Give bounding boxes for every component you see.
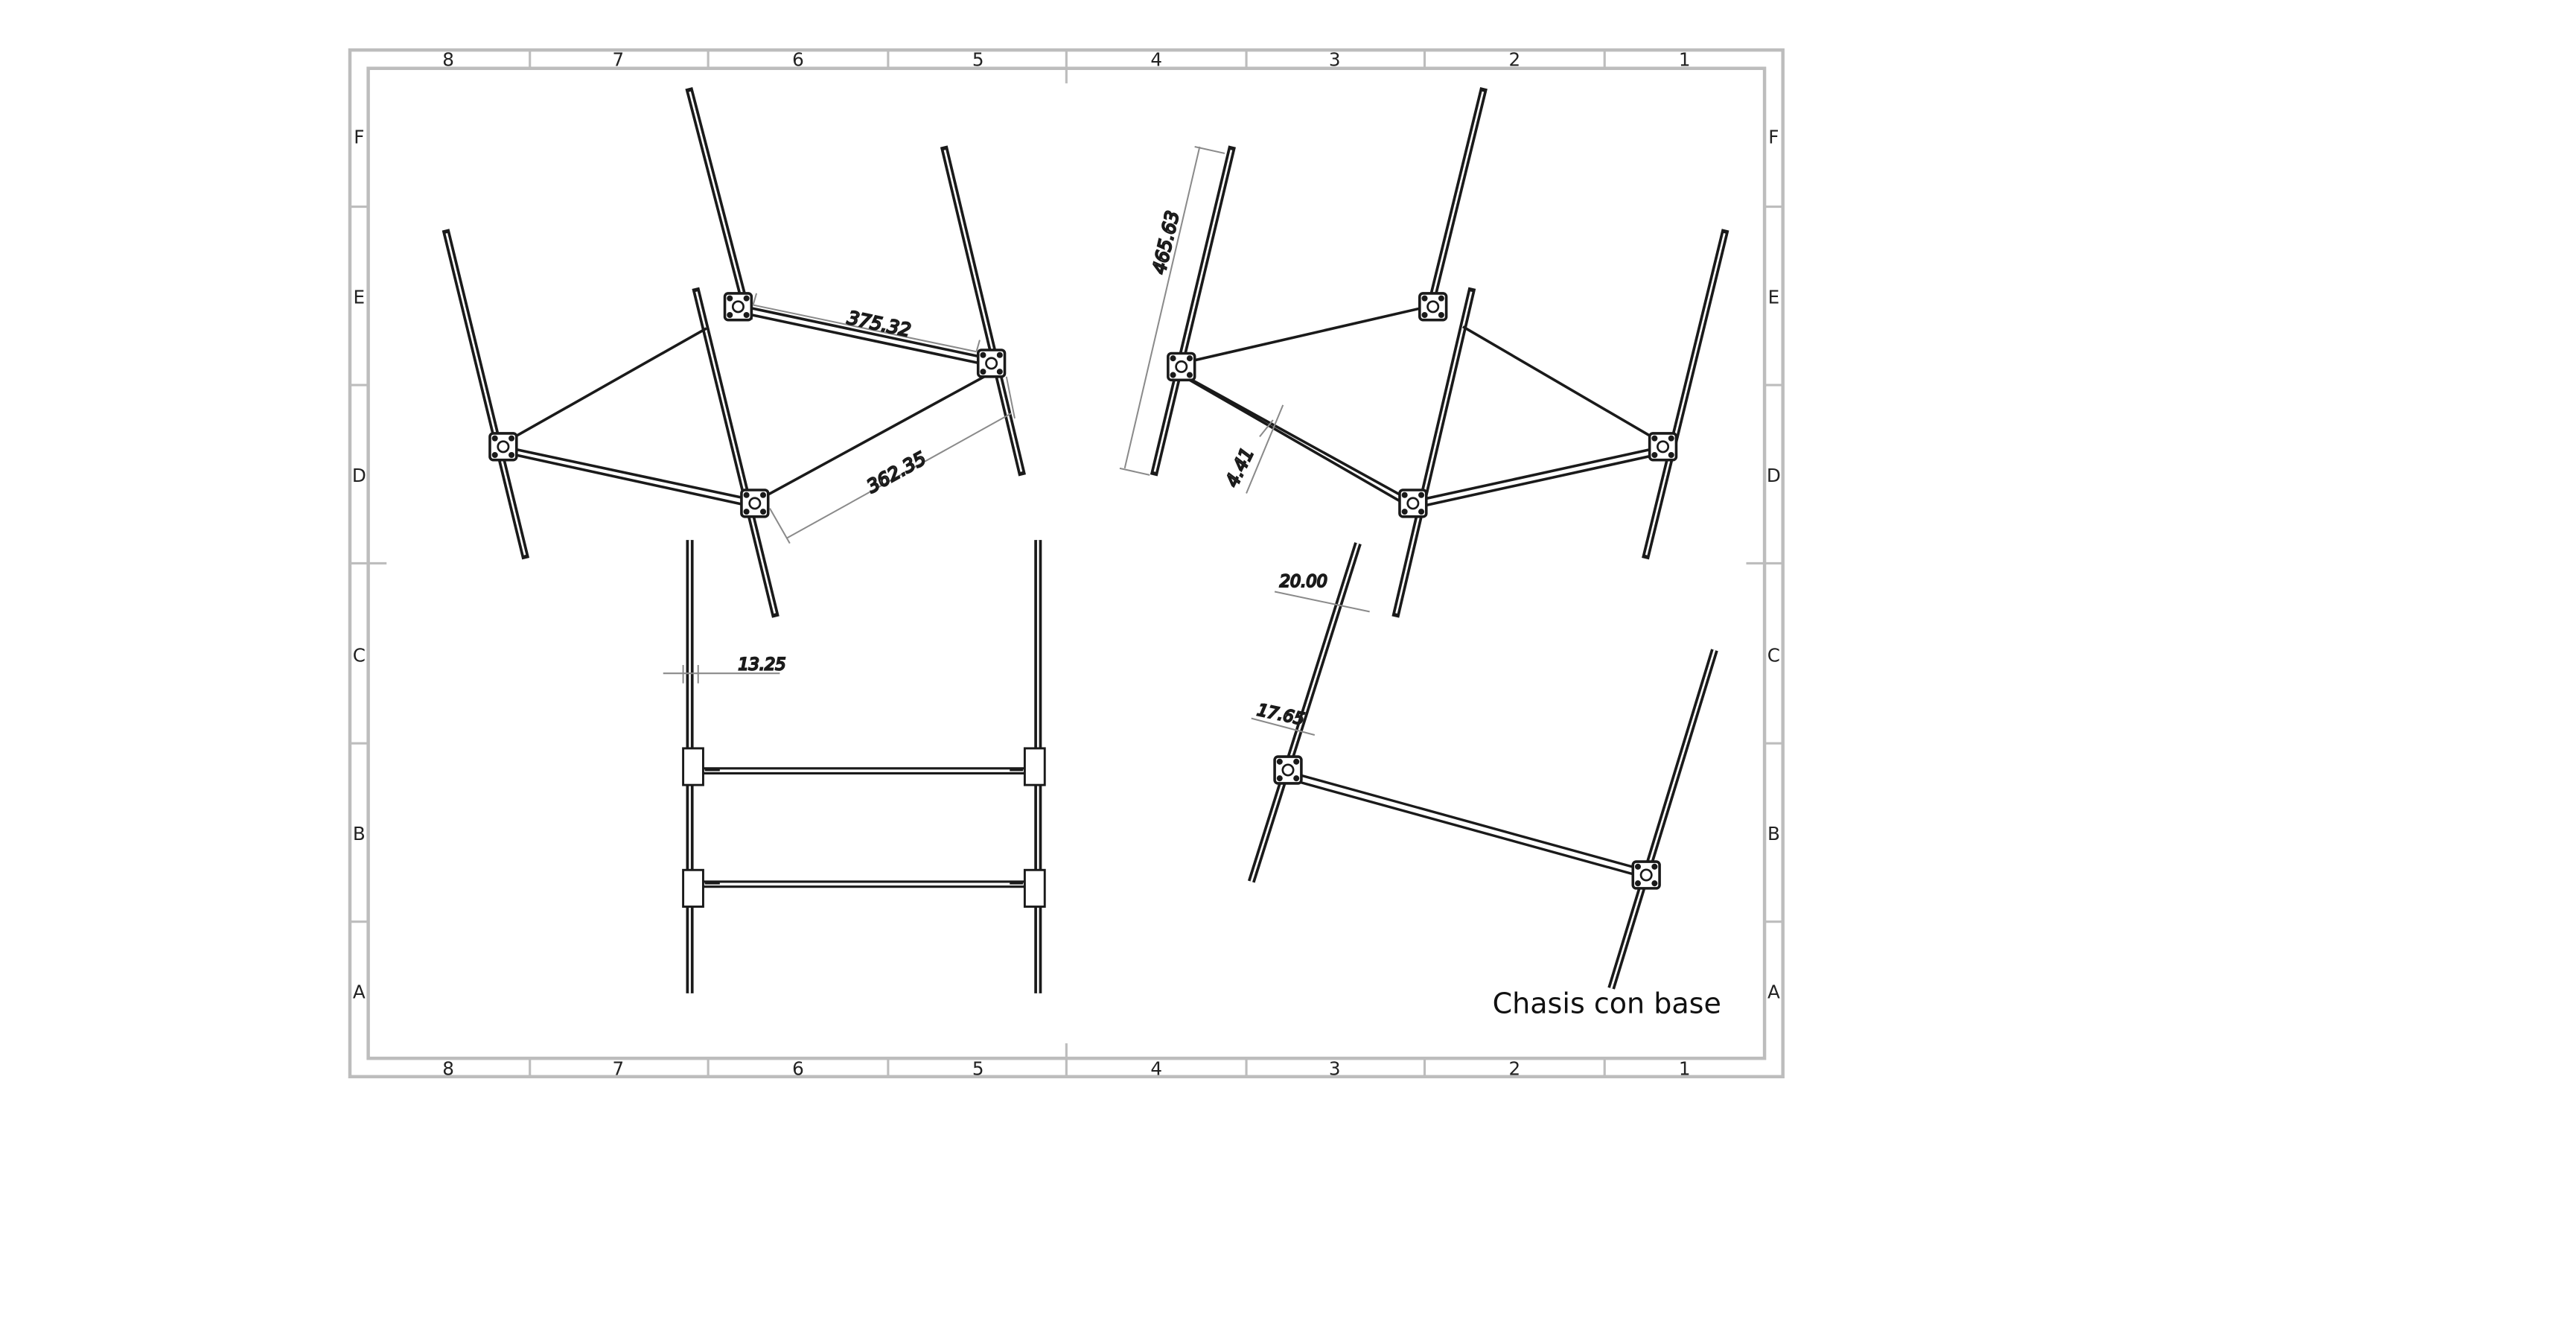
bracket-joint	[740, 489, 770, 518]
zone-row-A-right: A	[1767, 981, 1780, 1003]
dimension-label-1765: 17.65	[1255, 701, 1306, 730]
dimension-465	[1119, 145, 1225, 476]
bracket-joint	[1273, 755, 1303, 785]
zone-col-2-top: 2	[1509, 48, 1521, 70]
zone-row-F-right: F	[1768, 126, 1779, 147]
zone-col-3-top: 3	[1329, 48, 1341, 70]
zone-row-D-right: D	[1767, 465, 1781, 486]
dimension-362	[769, 376, 1016, 544]
zone-col-7-bottom: 7	[612, 1058, 624, 1080]
zone-labels: 8 7 6 5 4 3 2 1 8 7 6 5 4 3 2 1 F E D C …	[352, 48, 1781, 1079]
profile-rail-highlight	[1250, 543, 1716, 989]
profile-rail-highlight	[1153, 91, 1726, 614]
dimension-label-1325: 13.25	[738, 655, 785, 675]
bracket-joint	[723, 292, 753, 322]
zone-row-C-left: C	[353, 645, 366, 666]
dimension-1325	[663, 665, 780, 684]
profile-rail	[1247, 542, 1718, 990]
profile-rail	[1150, 87, 1729, 618]
zone-row-E-right: E	[1768, 286, 1780, 308]
zone-row-C-right: C	[1767, 645, 1780, 666]
zone-col-2-bottom: 2	[1509, 1058, 1521, 1080]
zone-row-B-left: B	[353, 823, 366, 844]
zone-col-4-top: 4	[1150, 48, 1162, 70]
profile-rail	[686, 540, 1042, 993]
dimension-label-362: 362.35	[863, 448, 929, 497]
inner-border	[366, 66, 1767, 1060]
bracket-joint	[1398, 489, 1428, 518]
zone-row-F-left: F	[354, 126, 364, 147]
bracket-joint	[976, 349, 1007, 378]
bracket-joint	[488, 432, 518, 462]
outer-border	[348, 48, 1785, 1079]
view-isometric-left: 375.32 362.35	[441, 86, 1026, 618]
zone-col-6-top: 6	[792, 48, 804, 70]
zone-col-7-top: 7	[612, 48, 624, 70]
dimension-375	[752, 293, 981, 353]
zone-col-5-top: 5	[972, 48, 984, 70]
dimension-1765	[1251, 717, 1316, 736]
zone-col-4-bottom: 4	[1150, 1058, 1162, 1080]
bracket-joint	[1631, 860, 1661, 890]
zone-row-B-right: B	[1767, 823, 1780, 844]
cross-bars	[1297, 774, 1639, 876]
zone-row-A-left: A	[353, 981, 366, 1003]
zone-col-5-bottom: 5	[972, 1058, 984, 1080]
dimension-2000	[1274, 591, 1370, 613]
zone-col-8-bottom: 8	[442, 1058, 454, 1080]
zone-col-3-bottom: 3	[1329, 1058, 1341, 1080]
dimension-label-2000: 20.00	[1280, 572, 1327, 591]
cross-bars	[503, 303, 998, 509]
profile-rail-highlight	[689, 540, 1039, 993]
sheet-title: Chasis con base	[1493, 987, 1721, 1020]
view-isometric-right: 465.63 4.41	[1119, 87, 1729, 618]
sheet-frame: 8	[348, 48, 1785, 1079]
bracket-joint	[1648, 432, 1678, 462]
zone-row-E-left: E	[354, 286, 366, 308]
dimension-label-441: 4.41	[1221, 444, 1258, 490]
profile-rail-highlight	[445, 91, 1023, 614]
zone-row-D-left: D	[352, 465, 366, 486]
bracket-plate	[682, 747, 1046, 908]
zone-col-8-top: 8	[442, 48, 454, 70]
bracket-joint	[1418, 292, 1448, 322]
view-front: 13.25	[663, 540, 1046, 993]
cross-bars	[699, 767, 1028, 888]
dimension-441	[1246, 404, 1284, 494]
cross-bars	[1181, 303, 1664, 509]
bracket-joint	[1167, 351, 1196, 382]
zone-col-1-bottom: 1	[1679, 1058, 1691, 1080]
zone-dividers	[349, 50, 1783, 1077]
zone-col-1-top: 1	[1679, 48, 1691, 70]
zone-col-6-bottom: 6	[792, 1058, 804, 1080]
view-side: 20.00 17.65	[1247, 542, 1718, 990]
